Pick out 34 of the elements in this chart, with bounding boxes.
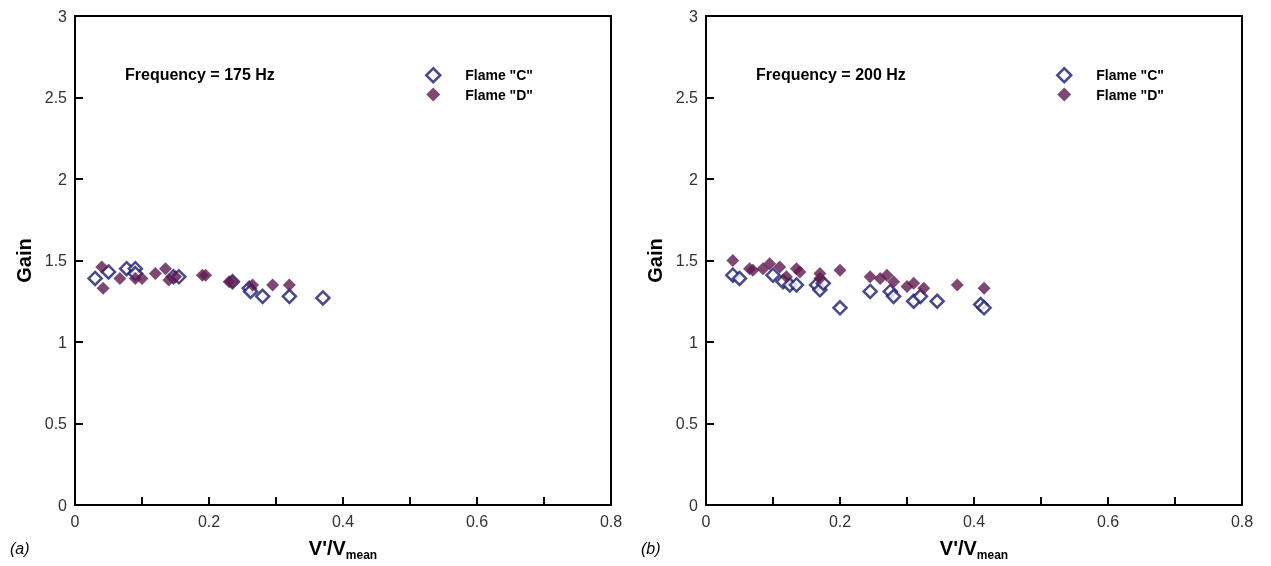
y-tick-label: 0 <box>58 496 68 514</box>
x-tick-label: 0.6 <box>1096 512 1120 530</box>
y-tick-label: 1 <box>689 333 699 351</box>
y-tick-label: 2 <box>689 170 699 188</box>
y-tick-label: 2.5 <box>675 89 699 106</box>
y-tick-label: 3 <box>689 7 699 25</box>
annotation: Frequency = 200 Hz <box>756 65 906 83</box>
y-tick-label: 1.5 <box>675 252 699 269</box>
x-tick-label: 0.4 <box>962 512 986 530</box>
x-tick-label: 0.8 <box>1230 512 1254 530</box>
y-axis-title: Gain <box>643 238 666 283</box>
x-tick-label: 0.6 <box>465 512 489 530</box>
legend-label: Flame "D" <box>465 86 533 103</box>
text: (a) <box>10 539 30 557</box>
y-tick-label: 1.5 <box>44 252 68 269</box>
x-tick-label: 0.2 <box>828 512 852 530</box>
y-tick-label: 0 <box>689 496 699 514</box>
x-tick-label: 0 <box>701 512 711 530</box>
y-tick-label: 2.5 <box>44 89 68 106</box>
y-axis-title: Gain <box>12 238 35 283</box>
y-tick-label: 0.5 <box>44 415 68 432</box>
x-tick-label: 0.8 <box>599 512 623 530</box>
y-tick-label: 2 <box>58 170 68 188</box>
y-tick-label: 1 <box>58 333 68 351</box>
y-tick-label: 3 <box>58 7 68 25</box>
x-tick-label: 0.4 <box>331 512 355 530</box>
x-tick-label: 0.2 <box>197 512 221 530</box>
text: (b) <box>641 539 661 557</box>
legend-label: Flame "C" <box>465 67 533 84</box>
x-tick-label: 0 <box>70 512 80 530</box>
legend-label: Flame "D" <box>1096 86 1164 103</box>
y-tick-label: 0.5 <box>675 415 699 432</box>
annotation: Frequency = 175 Hz <box>125 65 275 83</box>
legend-label: Flame "C" <box>1096 67 1164 84</box>
